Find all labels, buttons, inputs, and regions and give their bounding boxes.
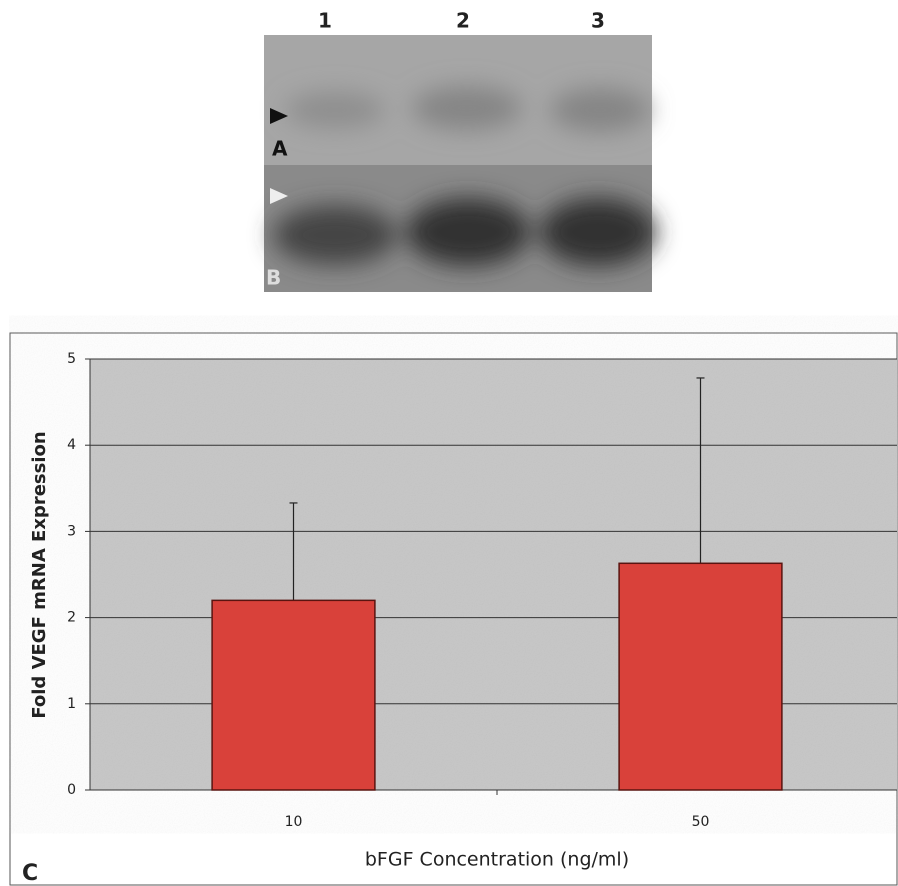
bar	[619, 563, 782, 790]
figure: 1 2 3 A B 0 1 2 3 4 5 10 50 Fold VEGF mRNA Expr…	[0, 0, 898, 886]
lane-label: 3	[591, 9, 605, 33]
y-tick-label: 1	[67, 696, 76, 712]
y-tick-label: 0	[67, 782, 76, 798]
lane-label: 1	[318, 9, 332, 33]
y-tick-label: 2	[67, 610, 76, 626]
lane-label: 2	[456, 9, 470, 33]
panel-label: B	[266, 266, 281, 290]
y-axis-title: Fold VEGF mRNA Expression	[29, 431, 50, 718]
y-tick-label: 4	[67, 437, 76, 453]
blot: 1 2 3 A B	[264, 9, 656, 293]
panel-label: C	[22, 861, 38, 886]
y-tick-label: 5	[67, 351, 76, 367]
x-axis-title: bFGF Concentration (ng/ml)	[365, 849, 629, 871]
bar	[212, 600, 375, 790]
panel-label: A	[272, 137, 288, 161]
y-tick-label: 3	[67, 523, 76, 539]
x-tick-label: 50	[692, 814, 710, 830]
x-tick-label: 10	[285, 814, 303, 830]
